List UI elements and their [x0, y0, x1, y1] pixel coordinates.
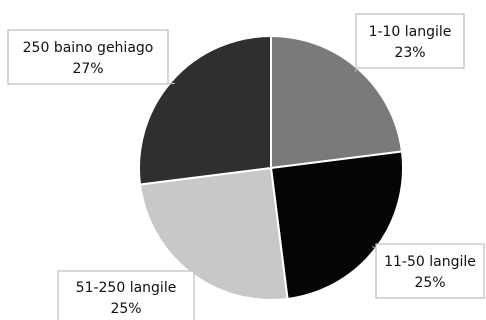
- leader-line: [371, 245, 377, 249]
- slice-label: 51-250 langile: [76, 280, 177, 296]
- pie-slice: [138, 34, 272, 186]
- callout-11-50: 11-50 langile 25%: [375, 243, 485, 299]
- slice-value-label: 25%: [414, 275, 445, 291]
- slice-label: 250 baino gehiago: [23, 40, 154, 56]
- slice-label: 1-10 langile: [369, 24, 452, 40]
- slice-label: 11-50 langile: [384, 254, 476, 270]
- pie-slices: [138, 34, 404, 301]
- callout-51-250: 51-250 langile 25%: [57, 270, 195, 320]
- callout-box: [7, 29, 169, 85]
- callout-box: [355, 13, 465, 69]
- pie-slice: [269, 150, 404, 301]
- pie-slice: [270, 34, 404, 170]
- slice-value-label: 23%: [394, 45, 425, 61]
- callout-1-10: 1-10 langile 23%: [355, 13, 465, 69]
- slice-value-label: 27%: [72, 61, 103, 77]
- callout-box: [57, 270, 195, 320]
- slice-value-label: 25%: [110, 301, 141, 317]
- callout-250-plus: 250 baino gehiago 27%: [7, 29, 169, 85]
- leader-line: [167, 82, 176, 85]
- callout-box: [375, 243, 485, 299]
